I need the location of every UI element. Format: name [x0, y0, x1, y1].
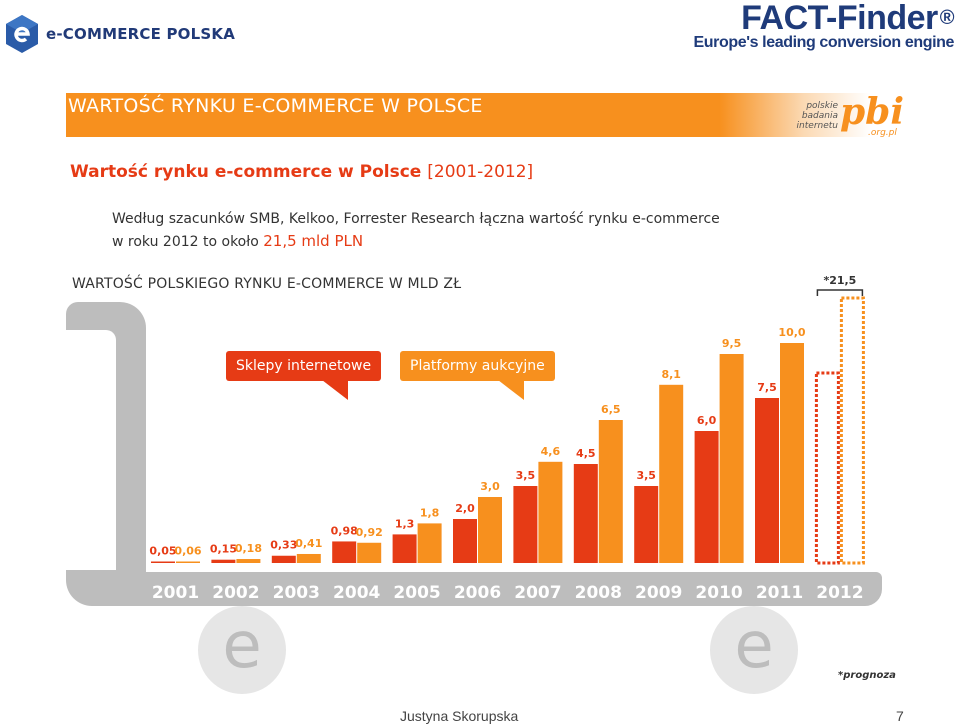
- chart-heading: WARTOŚĆ POLSKIEGO RYNKU E-COMMERCE W MLD…: [72, 276, 462, 292]
- legend-bubble-shops: Sklepy internetowe: [226, 351, 382, 381]
- bar-shops: [573, 464, 598, 563]
- bar-shops: [211, 559, 236, 563]
- x-tick-label: 2010: [695, 583, 742, 603]
- paragraph-highlight: 21,5 mld PLN: [263, 232, 364, 250]
- ecommerce-polska-logo: e-COMMERCE POLSKA: [4, 14, 235, 54]
- forecast-total-label: *21,5: [823, 274, 856, 287]
- x-tick-label: 2011: [756, 583, 803, 603]
- data-label: 3,5: [636, 469, 656, 482]
- x-tick-label: 2004: [333, 583, 380, 603]
- bar-auctions: [780, 343, 804, 563]
- pbi-logo: pbi: [840, 91, 905, 133]
- bar-auctions: [538, 461, 563, 563]
- bar-auctions: [357, 542, 382, 563]
- bar-auctions: [296, 553, 321, 563]
- banner-title: WARTOŚĆ RYNKU E-COMMERCE W POLSCE: [68, 95, 483, 117]
- forecast-note: *prognoza: [838, 670, 896, 681]
- bar-auctions: [598, 420, 623, 563]
- cart-handle-inner: [66, 330, 116, 570]
- bar-shops: [634, 486, 659, 563]
- data-label: 0,98: [331, 524, 358, 537]
- x-tick-label: 2007: [514, 583, 561, 603]
- bar-shops: [513, 486, 538, 563]
- bar-auctions: [478, 497, 502, 563]
- chart-subtitle: Wartość rynku e-commerce w Polsce [2001-…: [70, 162, 533, 182]
- paragraph-prefix: w roku 2012 to około: [112, 234, 264, 250]
- paragraph-line-2: w roku 2012 to około 21,5 mld PLN: [112, 230, 772, 253]
- legend-bubble-shops-tail: [322, 380, 348, 400]
- data-label: 10,0: [778, 326, 805, 339]
- registered-mark: ®: [939, 7, 955, 29]
- fact-finder-logo: FACT-Finder ® Europe's leading conversion…: [694, 0, 955, 52]
- data-label: 1,8: [420, 506, 440, 519]
- intro-paragraph: Według szacunków SMB, Kelkoo, Forrester …: [112, 208, 772, 253]
- x-tick-label: 2005: [393, 583, 440, 603]
- fact-finder-tagline: Europe's leading conversion engine: [693, 34, 955, 51]
- bar-shops: [151, 561, 175, 563]
- bar-shops: [332, 541, 357, 563]
- footer-page-number: 7: [896, 708, 904, 724]
- data-label: 8,1: [661, 368, 681, 381]
- bar-auctions: [719, 354, 744, 563]
- data-label: 0,18: [235, 542, 262, 555]
- forecast-bracket: [816, 289, 864, 296]
- bar-auctions: [236, 559, 261, 563]
- cart-wheel-left: e: [198, 606, 286, 694]
- data-label: 0,15: [210, 543, 237, 556]
- cart-base: [112, 572, 882, 606]
- data-label: 0,92: [356, 526, 383, 539]
- bar-shops: [453, 519, 477, 563]
- legend-bubble-auctions: Platformy aukcyjne: [400, 351, 555, 381]
- fact-finder-title: FACT-Finder ®: [694, 0, 955, 37]
- data-label: 7,5: [757, 381, 777, 394]
- data-label: 3,0: [480, 480, 500, 493]
- bar-shops: [271, 555, 296, 563]
- fact-finder-name: FACT-Finder: [741, 0, 938, 37]
- logo-left-text: e-COMMERCE POLSKA: [46, 25, 236, 43]
- x-tick-label: 2002: [212, 583, 259, 603]
- forecast-bar-auctions: [839, 296, 865, 565]
- wheel-e-icon: e: [222, 609, 262, 683]
- bar-auctions: [176, 561, 200, 563]
- paragraph-line-1: Według szacunków SMB, Kelkoo, Forrester …: [112, 211, 720, 227]
- cart-wheel-right: e: [710, 606, 798, 694]
- data-label: 9,5: [722, 337, 742, 350]
- x-tick-label: 2001: [152, 583, 199, 603]
- bar-auctions: [417, 523, 442, 563]
- x-tick-label: 2003: [273, 583, 320, 603]
- data-label: 4,5: [576, 447, 596, 460]
- data-label: 1,3: [395, 517, 415, 530]
- x-tick-label: 2012: [816, 583, 863, 603]
- data-label: 0,41: [295, 537, 322, 550]
- data-label: 0,06: [174, 545, 201, 558]
- title-banner: [66, 93, 904, 137]
- wheel-e-icon: e: [734, 609, 774, 683]
- subtitle-main: Wartość rynku e-commerce w Polsce: [70, 162, 422, 182]
- footer-author: Justyna Skorupska: [400, 708, 519, 724]
- forecast-bar-shops: [814, 371, 840, 565]
- data-label: 6,0: [697, 414, 717, 427]
- data-label: 6,5: [601, 403, 621, 416]
- legend-bubble-auctions-tail: [498, 380, 524, 400]
- x-tick-label: 2008: [575, 583, 622, 603]
- data-label: 0,05: [149, 545, 176, 558]
- pbi-domain: .org.pl: [868, 128, 897, 138]
- data-label: 0,33: [270, 539, 297, 552]
- pbi-small-text: polskie badania internetu: [796, 101, 838, 131]
- hexagon-e-icon: [6, 15, 38, 53]
- data-label: 4,6: [541, 445, 561, 458]
- bar-shops: [755, 398, 779, 563]
- subtitle-range: [2001-2012]: [427, 162, 534, 182]
- data-label: 3,5: [516, 469, 536, 482]
- bar-auctions: [659, 384, 684, 563]
- bar-shops: [392, 534, 417, 563]
- x-tick-label: 2009: [635, 583, 682, 603]
- x-tick-label: 2006: [454, 583, 501, 603]
- data-label: 2,0: [455, 502, 475, 515]
- bar-shops: [694, 431, 719, 563]
